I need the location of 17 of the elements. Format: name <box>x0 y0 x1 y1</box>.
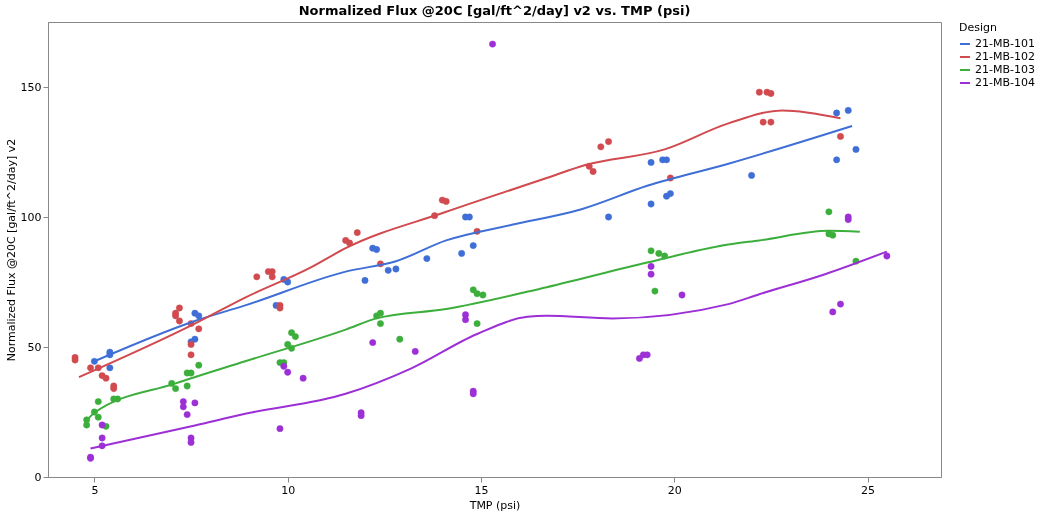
legend-title: Design <box>959 21 998 34</box>
y-tick-label: 100 <box>20 210 42 224</box>
x-tick-label: 25 <box>861 483 876 497</box>
y-axis-title: Normalized Flux @20C [gal/ft^2/day] v2 <box>4 138 18 362</box>
legend-label: 21-MB-102 <box>975 50 1035 63</box>
x-tick-label: 20 <box>667 483 682 497</box>
y-tick-label: 50 <box>27 340 42 354</box>
x-axis-title: TMP (psi) <box>468 498 521 512</box>
x-tick-label: 10 <box>281 483 296 497</box>
chart-title: Normalized Flux @20C [gal/ft^2/day] v2 vs. TMP (psi) <box>298 3 691 18</box>
x-tick-label: 15 <box>474 483 489 497</box>
y-tick-label: 0 <box>34 470 42 484</box>
legend-label: 21-MB-101 <box>975 37 1035 50</box>
legend-label: 21-MB-103 <box>975 63 1035 76</box>
x-tick-label: 5 <box>91 483 99 497</box>
y-tick-label: 150 <box>20 80 42 94</box>
legend-label: 21-MB-104 <box>975 76 1035 89</box>
